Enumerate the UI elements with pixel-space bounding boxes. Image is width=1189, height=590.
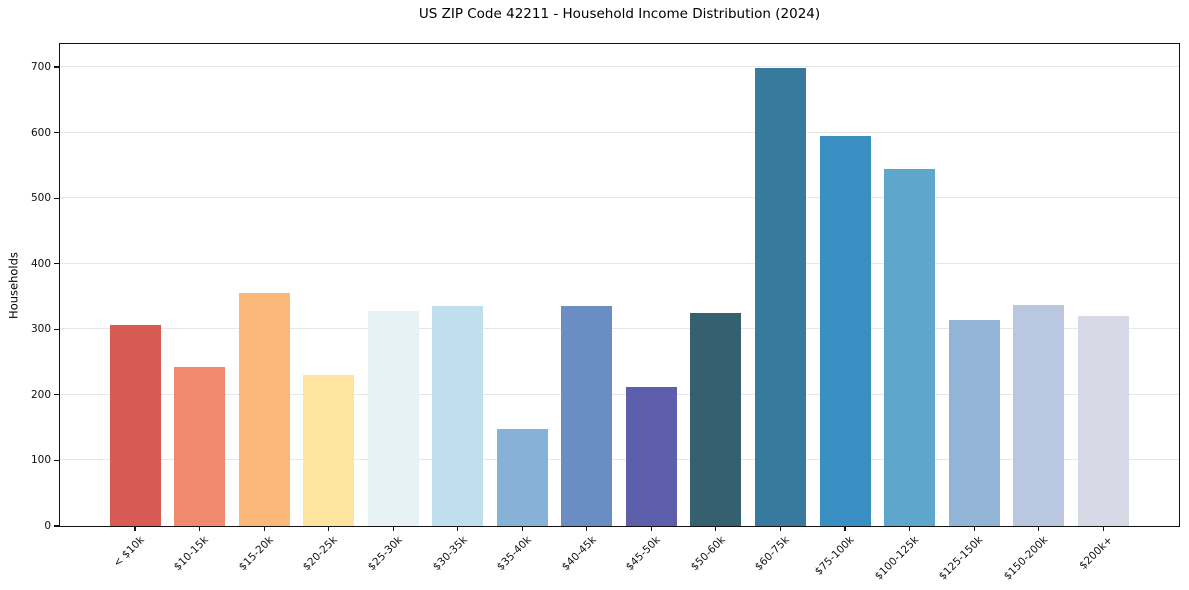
bar-$30-35k [432, 305, 484, 526]
x-tick-label: $125-150k [937, 534, 986, 583]
x-tick-label: $30-35k [430, 534, 470, 574]
bar-$150-200k [1013, 305, 1065, 526]
plot-area [59, 43, 1180, 527]
bar-$15-20k [238, 292, 290, 526]
bar-$25-30k [367, 310, 419, 526]
gridline-500 [60, 197, 1179, 199]
bar-$10-15k [174, 367, 226, 526]
x-tick-label: $35-40k [494, 534, 534, 574]
x-tick-label: $40-45k [559, 534, 599, 574]
y-tick-label: 700 [30, 61, 51, 73]
x-tick-mark [715, 527, 717, 531]
y-tick-label: 600 [30, 126, 51, 139]
gridline-700 [60, 66, 1179, 67]
x-tick-mark [263, 527, 265, 531]
gridline-100 [60, 459, 1179, 461]
y-tick-mark-600 [54, 131, 59, 134]
x-tick-mark [199, 527, 201, 531]
x-tick-label: $25-30k [365, 534, 405, 574]
bar-$40-45k [561, 305, 613, 526]
bar-$100-125k [884, 169, 936, 526]
y-tick-mark-700 [54, 66, 59, 68]
x-tick-mark [779, 527, 782, 531]
x-tick-mark [586, 527, 588, 531]
y-tick-mark-0 [54, 525, 59, 527]
x-tick-mark [392, 527, 394, 531]
x-tick-label: $60-75k [752, 534, 792, 574]
y-tick-mark-200 [54, 394, 59, 396]
y-tick-label: 300 [30, 323, 51, 336]
gridline-300 [60, 328, 1179, 330]
x-tick-mark [1038, 527, 1040, 531]
x-tick-mark [134, 527, 136, 531]
y-tick-mark-400 [54, 263, 59, 265]
gridline-200 [60, 393, 1179, 395]
x-tick-mark [973, 527, 975, 531]
bar-$45-50k [625, 387, 677, 526]
bar-< $10k [109, 324, 161, 526]
x-tick-label: $50-60k [688, 534, 728, 574]
bar-$60-75k [755, 68, 806, 526]
x-tick-mark [1102, 527, 1104, 531]
x-tick-mark [844, 527, 846, 531]
x-tick-label: $10-15k [171, 534, 212, 574]
x-tick-mark [909, 527, 911, 531]
x-tick-label: $150-200k [1001, 534, 1051, 583]
y-tick-label: 500 [30, 192, 51, 205]
x-tick-mark [328, 527, 330, 531]
gridline-400 [60, 262, 1179, 264]
y-tick-label: 0 [44, 520, 51, 532]
x-tick-label: $200k+ [1076, 534, 1115, 572]
bar-$35-40k [496, 428, 548, 526]
bar-$75-100k [819, 135, 871, 526]
y-tick-mark-100 [54, 459, 59, 461]
x-tick-label: < $10k [110, 534, 147, 570]
y-tick-label: 100 [30, 454, 51, 467]
bar-$50-60k [690, 312, 742, 526]
x-tick-label: $75-100k [812, 534, 857, 578]
x-tick-label: $20-25k [300, 534, 341, 574]
y-axis-label: Households [6, 252, 21, 319]
bar-$125-150k [948, 320, 1000, 526]
gridline-600 [60, 131, 1179, 133]
y-tick-mark-300 [54, 328, 59, 330]
bar-$20-25k [303, 375, 355, 526]
y-tick-label: 400 [30, 257, 51, 270]
x-tick-mark [457, 527, 459, 531]
bar-$200k+ [1077, 315, 1129, 526]
x-tick-mark [650, 527, 652, 531]
x-tick-label: $15-20k [236, 534, 276, 574]
x-tick-mark [521, 527, 523, 531]
x-tick-label: $45-50k [623, 534, 663, 574]
x-tick-label: $100-125k [872, 534, 922, 583]
chart-title: US ZIP Code 42211 - Household Income Dis… [418, 6, 821, 22]
y-tick-mark-500 [54, 197, 59, 199]
y-tick-label: 200 [30, 388, 51, 401]
